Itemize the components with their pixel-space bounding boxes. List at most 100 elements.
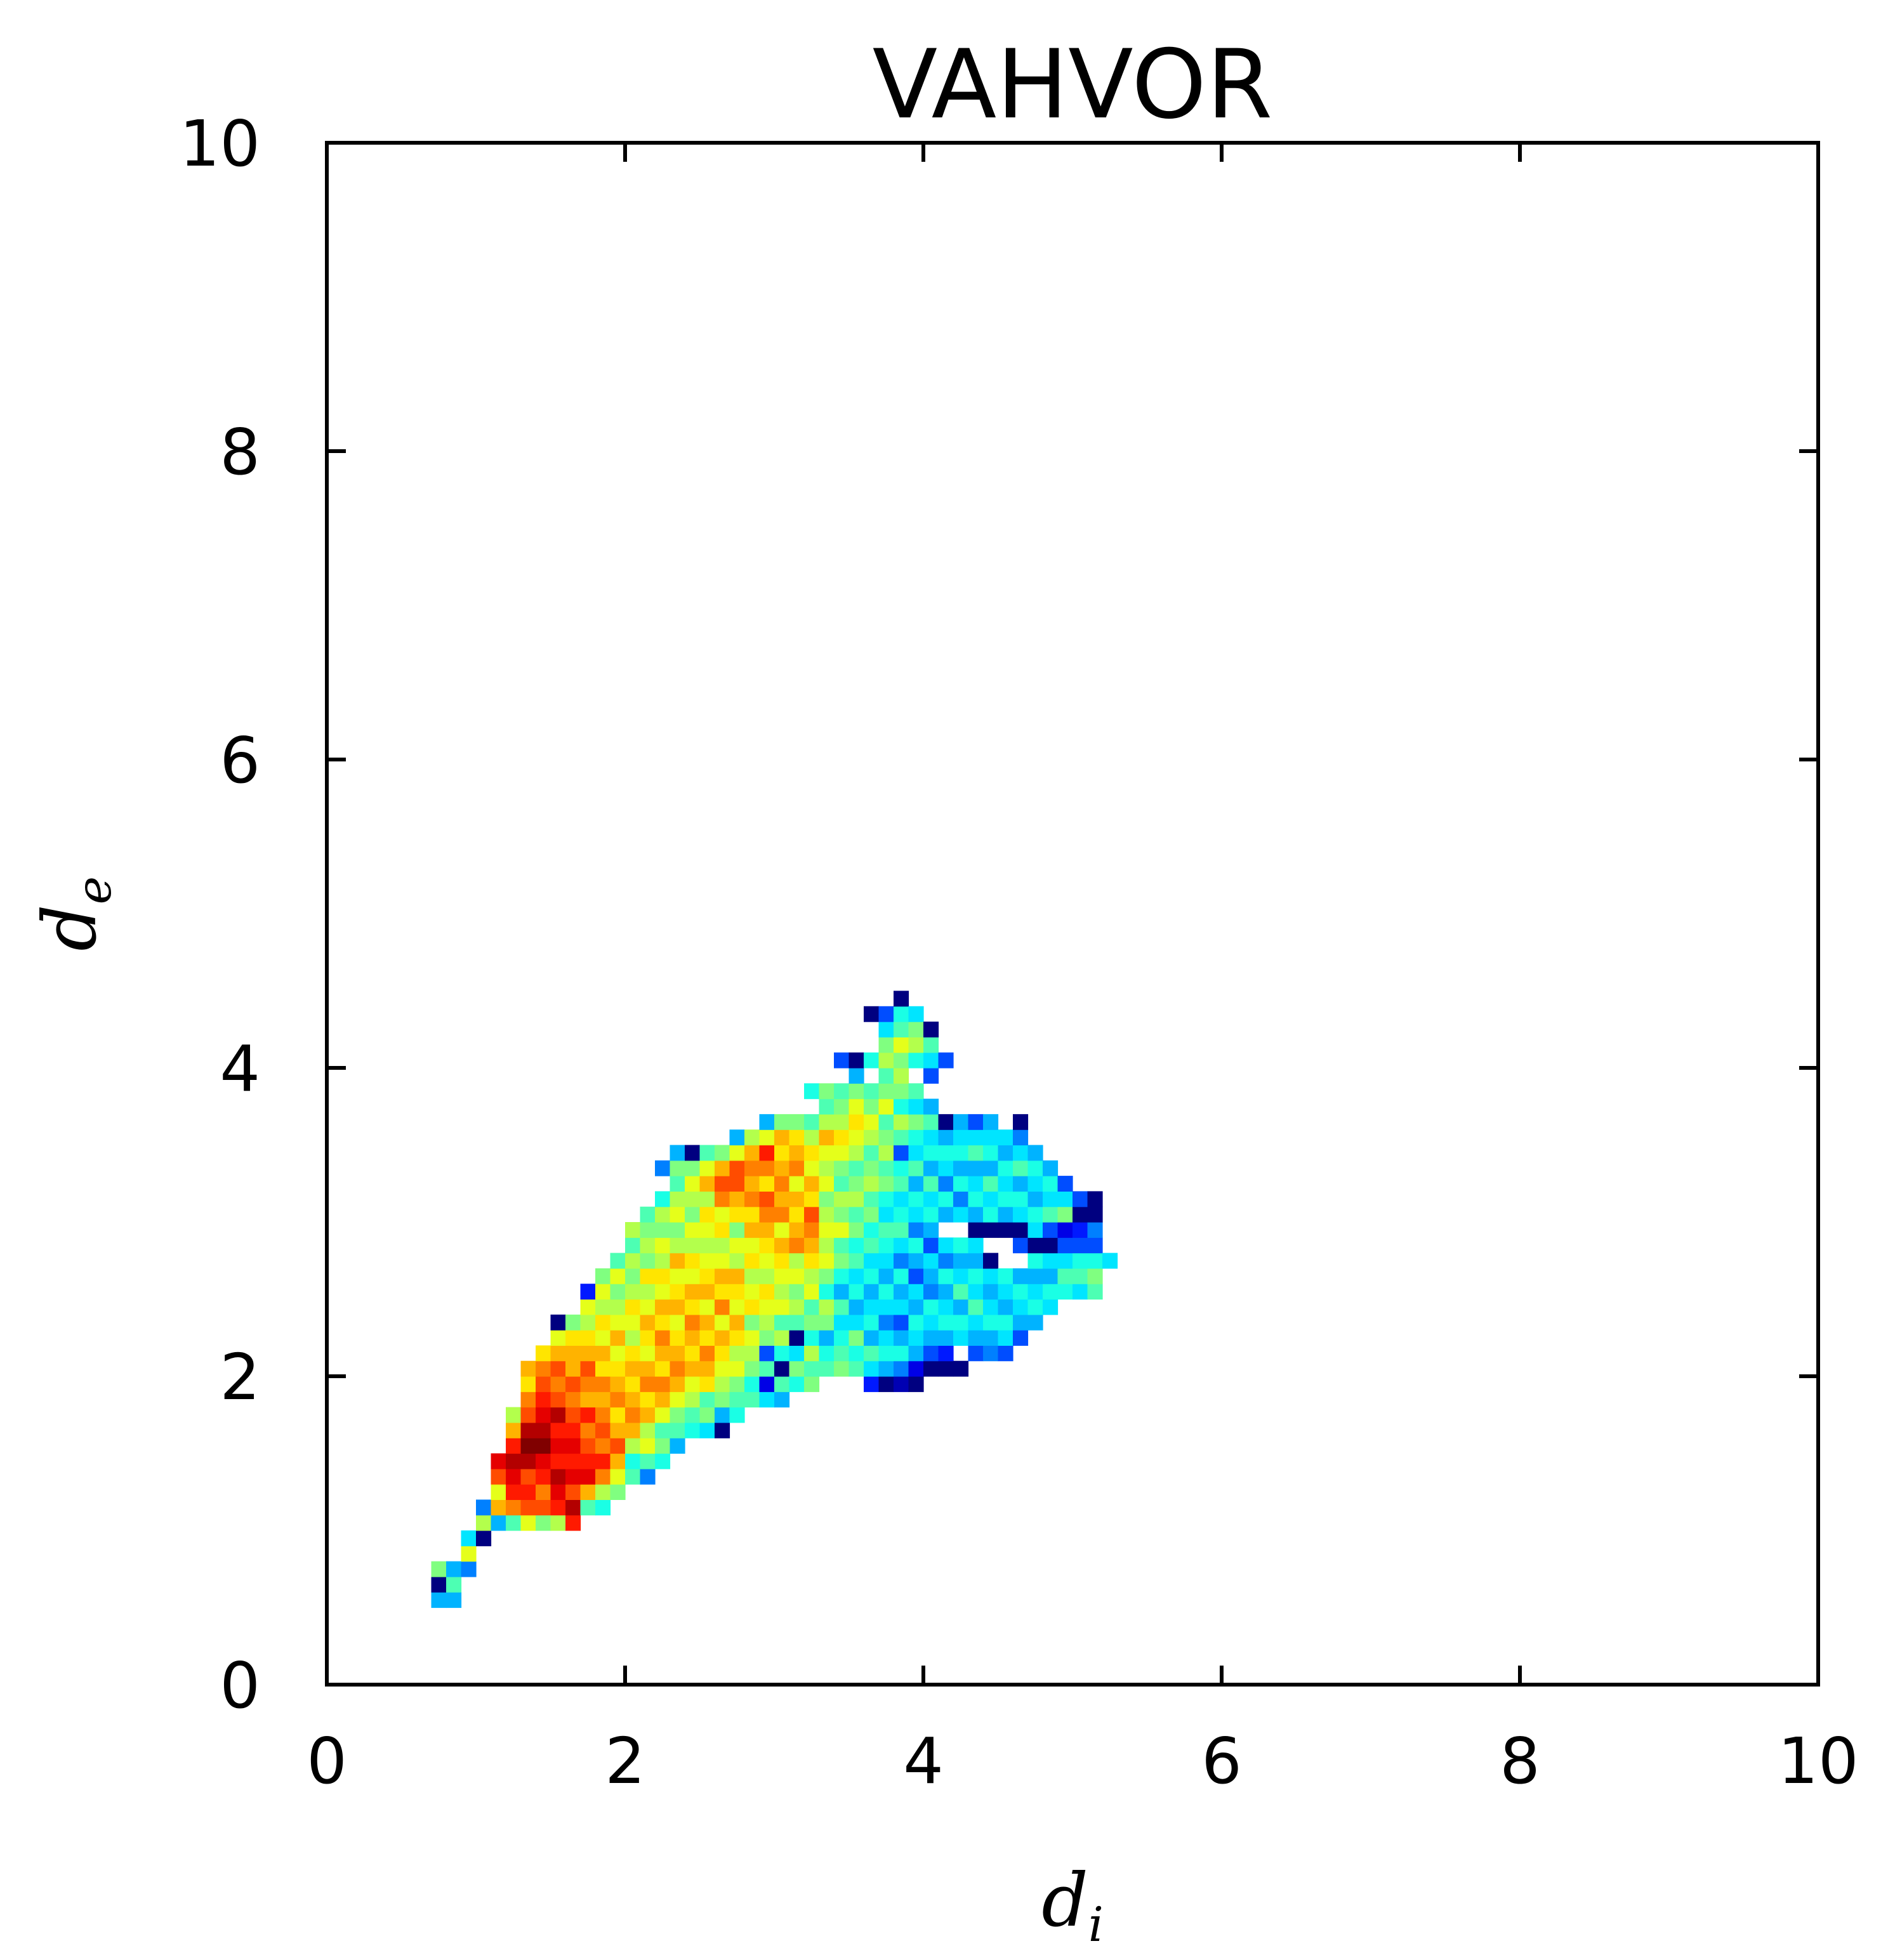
- heatmap-cell: [550, 1515, 566, 1531]
- heatmap-cell: [670, 1330, 685, 1346]
- heatmap-cell: [878, 1129, 894, 1146]
- heatmap-cell: [878, 1191, 894, 1207]
- heatmap-cell: [789, 1237, 805, 1254]
- heatmap-cell: [595, 1345, 611, 1362]
- heatmap-cell: [923, 1237, 939, 1254]
- heatmap-cell: [878, 1299, 894, 1315]
- heatmap-cell: [834, 1098, 850, 1115]
- heatmap-cell: [670, 1253, 685, 1269]
- heatmap-cell: [640, 1222, 656, 1238]
- heatmap-cell: [580, 1453, 596, 1470]
- heatmap-cell: [550, 1453, 566, 1470]
- heatmap-cell: [1043, 1253, 1059, 1269]
- heatmap-cell: [580, 1314, 596, 1331]
- x-axis-label: di: [1041, 1858, 1104, 1952]
- heatmap-cell: [923, 1330, 939, 1346]
- heatmap-cell: [625, 1438, 641, 1454]
- heatmap-cell: [998, 1284, 1013, 1300]
- heatmap-cell: [908, 1284, 924, 1300]
- heatmap-cell: [536, 1438, 551, 1454]
- heatmap-cell: [774, 1268, 790, 1284]
- heatmap-cell: [878, 1330, 894, 1346]
- y-axis-label: de: [28, 876, 122, 951]
- heatmap-cell: [759, 1191, 775, 1207]
- heatmap-cell: [670, 1268, 685, 1284]
- heatmap-cell: [894, 1176, 909, 1192]
- heatmap-cell: [894, 1284, 909, 1300]
- heatmap-cell: [908, 1114, 924, 1130]
- heatmap-cell: [938, 1268, 954, 1284]
- x-tick-label: 8: [1500, 1724, 1540, 1798]
- heatmap-cell: [998, 1314, 1013, 1331]
- heatmap-cell: [804, 1360, 820, 1377]
- heatmap-cell: [625, 1422, 641, 1438]
- heatmap-cell: [1073, 1237, 1088, 1254]
- heatmap-cell: [894, 1006, 909, 1022]
- heatmap-cell: [908, 1022, 924, 1037]
- heatmap-cell: [699, 1284, 715, 1300]
- heatmap-cell: [938, 1345, 954, 1362]
- heatmap-cell: [520, 1376, 536, 1392]
- heatmap-cell: [878, 1145, 894, 1161]
- heatmap-cell: [1073, 1222, 1088, 1238]
- heatmap-cell: [655, 1376, 671, 1392]
- heatmap-cell: [908, 1083, 924, 1100]
- heatmap-cell: [819, 1083, 835, 1100]
- heatmap-cell: [744, 1314, 760, 1331]
- heatmap-cell: [640, 1284, 656, 1300]
- heatmap-cell: [834, 1176, 850, 1192]
- heatmap-cell: [565, 1422, 581, 1438]
- heatmap-cell: [625, 1253, 641, 1269]
- heatmap-cell: [655, 1438, 671, 1454]
- heatmap-cell: [819, 1253, 835, 1269]
- heatmap-cell: [744, 1299, 760, 1315]
- heatmap-cell: [968, 1299, 984, 1315]
- heatmap-cell: [699, 1176, 715, 1192]
- heatmap-cell: [923, 1253, 939, 1269]
- heatmap-cell: [431, 1592, 447, 1608]
- heatmap-cell: [938, 1299, 954, 1315]
- heatmap-cell: [685, 1330, 701, 1346]
- heatmap-cell: [699, 1330, 715, 1346]
- heatmap-cell: [640, 1453, 656, 1470]
- heatmap-cell: [938, 1360, 954, 1377]
- heatmap-cell: [610, 1453, 626, 1470]
- heatmap-cell: [1087, 1253, 1103, 1269]
- heatmap-cell: [894, 1022, 909, 1037]
- heatmap-cell: [729, 1222, 745, 1238]
- heatmap-cell: [968, 1222, 984, 1238]
- heatmap-cell: [550, 1314, 566, 1331]
- heatmap-cell: [834, 1129, 850, 1146]
- heatmap-cell: [1013, 1284, 1029, 1300]
- heatmap-cell: [804, 1145, 820, 1161]
- heatmap-cell: [655, 1360, 671, 1377]
- heatmap-cell: [819, 1330, 835, 1346]
- heatmap-cell: [804, 1129, 820, 1146]
- heatmap-cell: [759, 1268, 775, 1284]
- heatmap-cell: [864, 1114, 880, 1130]
- heatmap-cell: [1013, 1237, 1029, 1254]
- heatmap-cell: [1013, 1314, 1029, 1331]
- heatmap-cell: [938, 1284, 954, 1300]
- heatmap-cell: [744, 1376, 760, 1392]
- heatmap-cell: [744, 1253, 760, 1269]
- heatmap-cell: [774, 1206, 790, 1223]
- heatmap-cell: [506, 1453, 522, 1470]
- heatmap-cell: [998, 1206, 1013, 1223]
- heatmap-cell: [550, 1438, 566, 1454]
- heatmap-cell: [894, 1037, 909, 1053]
- heatmap-cell: [894, 1083, 909, 1100]
- heatmap-cell: [506, 1422, 522, 1438]
- heatmap-cell: [819, 1360, 835, 1377]
- heatmap-cell: [640, 1407, 656, 1423]
- heatmap-cell: [1027, 1253, 1043, 1269]
- heatmap-cell: [894, 1237, 909, 1254]
- heatmap-cell: [983, 1253, 999, 1269]
- heatmap-cell: [1043, 1237, 1059, 1254]
- heatmap-cell: [744, 1268, 760, 1284]
- heatmap-cell: [595, 1438, 611, 1454]
- heatmap-cell: [550, 1499, 566, 1516]
- heatmap-cell: [744, 1160, 760, 1176]
- heatmap-cell: [774, 1391, 790, 1408]
- heatmap-cell: [446, 1576, 462, 1593]
